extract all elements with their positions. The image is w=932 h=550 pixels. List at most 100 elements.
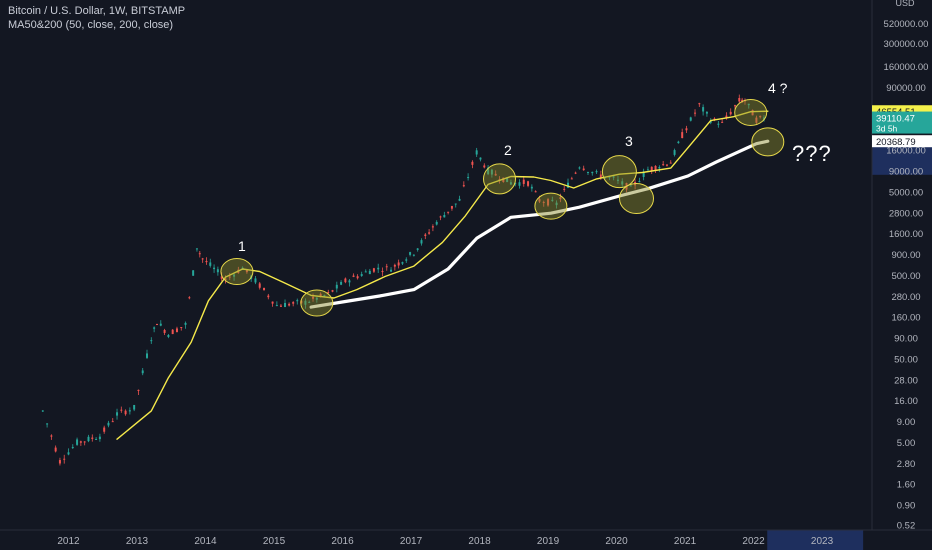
candle-body bbox=[224, 278, 227, 281]
candle-body bbox=[439, 216, 442, 218]
candle-body bbox=[662, 164, 665, 166]
candle-body bbox=[738, 98, 741, 102]
price-tick-label: 0.52 bbox=[897, 520, 916, 531]
candle-body bbox=[159, 323, 162, 326]
candle-body bbox=[412, 254, 415, 256]
candle-body bbox=[506, 177, 509, 183]
price-tick-label: 520000.00 bbox=[884, 19, 929, 30]
time-tick-label: 2012 bbox=[57, 536, 80, 547]
candle-body bbox=[385, 266, 388, 268]
candle-body bbox=[263, 287, 266, 291]
highlight-circle bbox=[483, 163, 517, 195]
candle-body bbox=[368, 270, 371, 275]
candle-body bbox=[279, 305, 282, 307]
candle-body bbox=[111, 421, 114, 423]
price-label: 20368.79 bbox=[872, 135, 932, 148]
price-tick-label: 2800.00 bbox=[889, 209, 923, 220]
candle-body bbox=[41, 410, 44, 412]
time-tick-label: 2016 bbox=[331, 536, 354, 547]
candle-body bbox=[475, 150, 478, 155]
candle-body bbox=[50, 435, 53, 437]
candle-body bbox=[292, 302, 295, 304]
price-label-value: 20368.79 bbox=[876, 137, 916, 148]
chart-title: Bitcoin / U.S. Dollar, 1W, BITSTAMP bbox=[8, 5, 186, 17]
candle-body bbox=[435, 221, 438, 225]
candle-body bbox=[401, 262, 404, 264]
candle-body bbox=[621, 181, 624, 185]
price-tick-label: 160000.00 bbox=[884, 62, 929, 73]
price-tick-label: 5000.00 bbox=[889, 188, 923, 199]
candle-body bbox=[551, 199, 554, 201]
candle-body bbox=[397, 262, 400, 266]
candle-body bbox=[763, 117, 766, 120]
time-tick-label: 2022 bbox=[742, 536, 765, 547]
candle-body bbox=[364, 271, 367, 273]
candle-body bbox=[308, 301, 311, 303]
candle-body bbox=[705, 111, 708, 114]
candle-body bbox=[79, 441, 82, 443]
candle-body bbox=[372, 268, 375, 272]
candle-body bbox=[677, 141, 680, 144]
candle-body bbox=[629, 185, 632, 187]
candle-body bbox=[83, 441, 86, 443]
candle-body bbox=[344, 278, 347, 283]
annotation-3: 3 bbox=[625, 133, 633, 149]
highlight-circle bbox=[734, 98, 768, 126]
time-tick-label: 2021 bbox=[674, 536, 697, 547]
candle-body bbox=[409, 252, 412, 255]
candle-body bbox=[689, 117, 692, 121]
candle-body bbox=[428, 232, 431, 234]
candle-body bbox=[175, 328, 178, 333]
candle-body bbox=[582, 168, 585, 171]
candle-body bbox=[646, 169, 649, 171]
candle-body bbox=[454, 203, 457, 205]
candle-body bbox=[591, 171, 594, 174]
candle-body bbox=[743, 100, 746, 102]
price-tick-label: 16000.00 bbox=[886, 145, 926, 156]
candle-body bbox=[315, 297, 318, 300]
candle-body bbox=[530, 186, 533, 189]
candle-body bbox=[450, 205, 453, 209]
annotation-1: 1 bbox=[238, 238, 246, 254]
time-tick-label: 2023 bbox=[811, 536, 834, 547]
candle-body bbox=[335, 284, 338, 289]
candle-body bbox=[416, 248, 419, 250]
candle-body bbox=[759, 115, 762, 118]
candle-body bbox=[405, 259, 408, 261]
price-tick-label: 16.00 bbox=[894, 396, 918, 407]
candle-body bbox=[95, 439, 98, 441]
candle-body bbox=[254, 278, 257, 283]
candle-body bbox=[694, 112, 697, 114]
price-tick-label: 1.60 bbox=[897, 479, 916, 490]
candle-body bbox=[717, 123, 720, 125]
candle-body bbox=[490, 169, 493, 175]
candle-body bbox=[54, 447, 57, 452]
candle-body bbox=[390, 269, 393, 272]
candle-body bbox=[467, 177, 470, 179]
price-tick-label: 28.00 bbox=[894, 376, 918, 387]
price-tick-label: 9000.00 bbox=[889, 166, 923, 177]
candle-body bbox=[205, 261, 208, 263]
candle-body bbox=[216, 269, 219, 273]
annotation-4: 4 ? bbox=[768, 80, 788, 96]
price-candles bbox=[41, 94, 766, 466]
candle-body bbox=[681, 132, 684, 139]
candle-body bbox=[654, 165, 657, 171]
candle-body bbox=[155, 324, 158, 326]
candle-body bbox=[145, 353, 148, 358]
candle-body bbox=[498, 179, 501, 181]
candle-body bbox=[284, 303, 287, 308]
candle-body bbox=[150, 340, 153, 342]
annotation-question-marks: ??? bbox=[792, 141, 832, 166]
price-label-bg bbox=[872, 135, 932, 148]
highlight-circle bbox=[220, 258, 254, 286]
time-tick-label: 2013 bbox=[126, 536, 149, 547]
candle-body bbox=[567, 182, 570, 188]
candle-body bbox=[258, 283, 261, 288]
candle-body bbox=[377, 267, 380, 270]
candle-body bbox=[685, 128, 688, 131]
candle-body bbox=[167, 334, 170, 337]
annotation-2: 2 bbox=[504, 142, 512, 158]
